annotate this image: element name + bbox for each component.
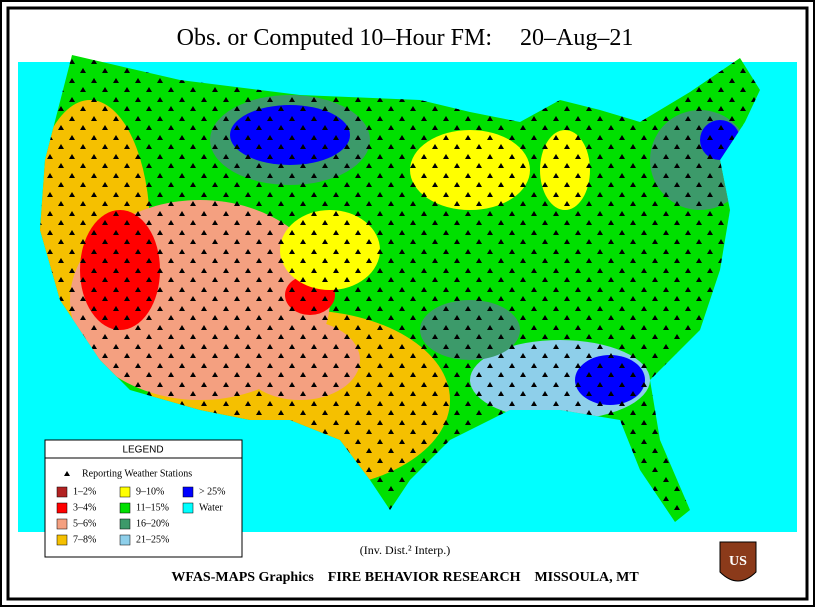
legend-label: 9–10%	[136, 486, 164, 497]
legend-swatch	[56, 486, 68, 498]
legend-title: LEGEND	[122, 445, 163, 456]
legend-swatch	[182, 502, 194, 514]
logo: US	[719, 541, 757, 582]
legend-swatch	[56, 502, 68, 514]
legend-swatch	[182, 486, 194, 498]
map-title: Obs. or Computed 10–Hour FM: 20–Aug–21	[177, 25, 634, 51]
legend-label: > 25%	[199, 486, 225, 497]
legend-swatch	[119, 534, 131, 546]
logo-text: US	[729, 554, 747, 569]
legend-label: 5–6%	[73, 518, 96, 529]
legend-swatch	[119, 518, 131, 530]
station-icon	[64, 471, 70, 476]
legend: LEGEND Reporting Weather Stations 1–2% 3–…	[44, 439, 243, 558]
legend-box	[44, 439, 243, 558]
legend-label: 7–8%	[73, 534, 96, 545]
legend-swatch	[56, 534, 68, 546]
legend-stations: Reporting Weather Stations	[82, 468, 192, 479]
legend-label: 16–20%	[136, 518, 169, 529]
legend-label: 1–2%	[73, 486, 96, 497]
legend-label: 21–25%	[136, 534, 169, 545]
footer-credit: WFAS-MAPS Graphics FIRE BEHAVIOR RESEARCH…	[171, 570, 639, 585]
legend-swatch	[119, 502, 131, 514]
legend-swatch	[56, 518, 68, 530]
interp-method: (Inv. Dist.² Interp.)	[360, 543, 450, 557]
legend-label: Water	[199, 502, 223, 513]
legend-label: 3–4%	[73, 502, 96, 513]
legend-label: 11–15%	[136, 502, 169, 513]
legend-swatch	[119, 486, 131, 498]
